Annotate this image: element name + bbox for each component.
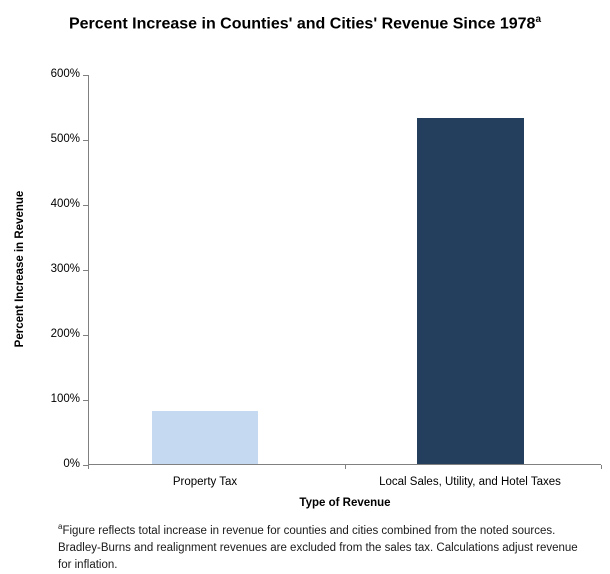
footnote-text: Figure reflects total increase in revenu… <box>58 524 578 571</box>
x-axis-title: Type of Revenue <box>299 497 391 509</box>
plot-area <box>88 75 601 465</box>
y-tick-mark <box>83 75 88 76</box>
y-tick-label: 600% <box>50 68 80 80</box>
category-label-local-sales: Local Sales, Utility, and Hotel Taxes <box>379 476 561 488</box>
chart-title-superscript: a <box>535 14 542 25</box>
chart-title-text: Percent Increase in Counties' and Cities… <box>68 15 536 33</box>
category-label-property-tax: Property Tax <box>172 476 238 488</box>
y-tick-mark <box>83 270 88 271</box>
y-tick-mark <box>83 140 88 141</box>
y-tick-mark <box>83 465 88 466</box>
chart-title: Percent Increase in Counties' and Cities… <box>0 14 610 33</box>
y-tick-label: 500% <box>50 133 80 145</box>
footnote-superscript: a <box>58 522 63 531</box>
y-tick-mark <box>83 335 88 336</box>
bar-property-tax <box>152 411 258 464</box>
x-tick-mark <box>88 465 89 469</box>
bar-local-sales-utility-hotel-taxes <box>417 118 524 464</box>
y-tick-mark <box>83 400 88 401</box>
y-tick-label: 400% <box>50 198 80 210</box>
y-tick-mark <box>83 205 88 206</box>
y-tick-label: 100% <box>50 393 80 405</box>
x-tick-mark <box>601 465 602 469</box>
footnote: aFigure reflects total increase in reven… <box>58 518 593 574</box>
y-tick-label: 200% <box>50 328 80 340</box>
y-tick-label: 300% <box>50 263 80 275</box>
y-tick-label: 0% <box>63 458 80 470</box>
x-tick-mark <box>344 465 346 469</box>
